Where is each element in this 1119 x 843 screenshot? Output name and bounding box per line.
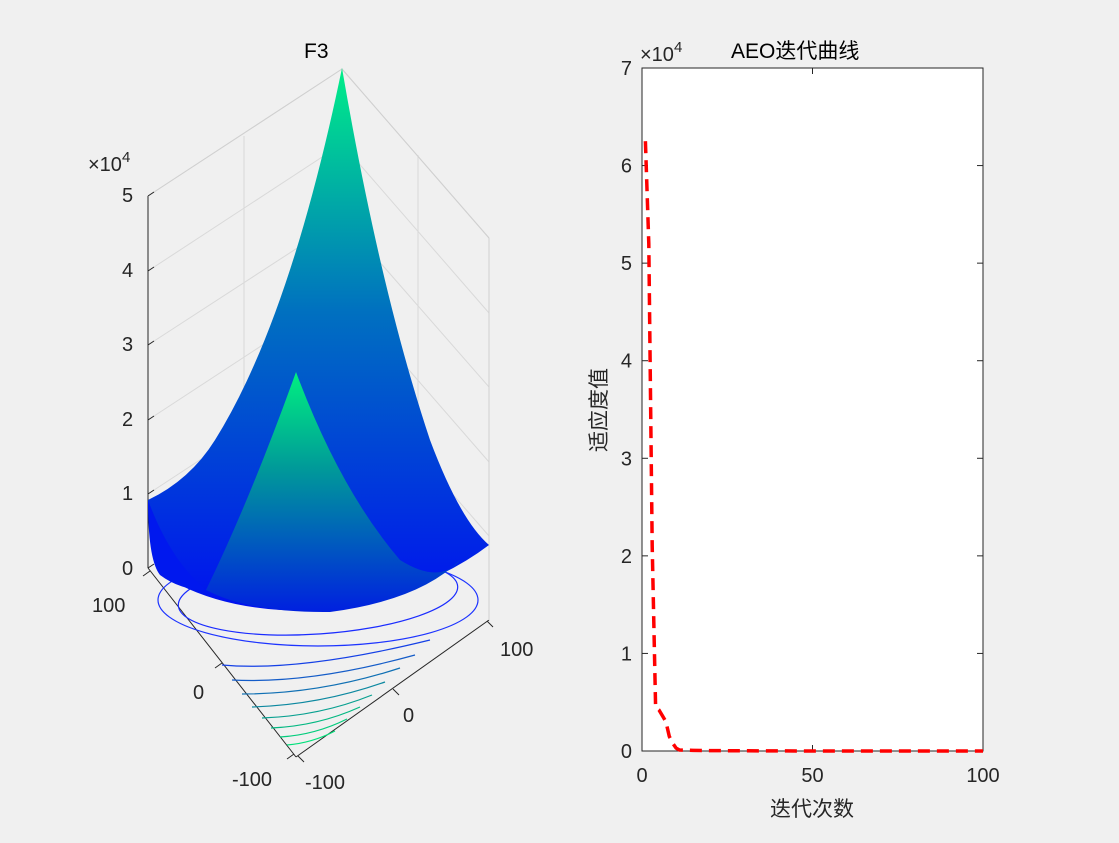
surface-z-exponent-power: 4 — [122, 149, 130, 166]
convergence-y-exponent-power: 4 — [674, 39, 682, 56]
surface-y-tick-neg100: -100 — [305, 772, 345, 794]
convergence-series — [643, 141, 983, 753]
surface-z-tick-2: 2 — [122, 409, 133, 431]
y-tick-label-4: 4 — [621, 351, 632, 373]
surface-z-tick-4: 4 — [122, 260, 133, 282]
surface-z-tick-1: 1 — [122, 483, 133, 505]
convergence-line-series-0 — [643, 141, 983, 753]
surface-y-tick-marks — [297, 620, 494, 763]
convergence-y-exponent-base: ×10 — [640, 44, 674, 66]
surface-sheet-front — [206, 372, 460, 613]
surface-y-tick-0: 0 — [403, 705, 414, 727]
surface-plot: 0 1 2 3 4 5 ×104 F3 100 0 -100 — [88, 40, 533, 794]
surface-y-tick-100: 100 — [500, 639, 533, 661]
surface-z-tick-0: 0 — [122, 558, 133, 580]
y-tick-label-2: 2 — [621, 546, 632, 568]
y-tick-label-5: 5 — [621, 253, 632, 275]
y-tick-label-7: 7 — [621, 58, 632, 80]
convergence-ylabel: 适应度值 — [587, 368, 611, 452]
surface-z-exponent: ×104 — [88, 149, 130, 176]
surface-x-tick-neg100: -100 — [232, 769, 272, 791]
x-tick-label-2: 100 — [966, 765, 999, 787]
convergence-tick-marks — [641, 67, 984, 752]
y-tick-label-3: 3 — [621, 448, 632, 470]
surface-x-tick-100: 100 — [92, 595, 125, 617]
x-tick-label-1: 50 — [801, 765, 823, 787]
y-tick-label-6: 6 — [621, 156, 632, 178]
surface-z-tick-3: 3 — [122, 334, 133, 356]
convergence-tick-labels: 0 1 2 3 4 5 6 7 0 50 100 — [621, 58, 1000, 787]
surface-shade — [148, 500, 206, 590]
convergence-y-exponent: ×104 — [640, 39, 682, 66]
convergence-axes-box — [641, 67, 984, 752]
surface-z-ticks — [147, 191, 155, 569]
convergence-xlabel: 迭代次数 — [770, 797, 854, 821]
surface-sheet-back — [148, 68, 489, 611]
surface-z-tick-5: 5 — [122, 185, 133, 207]
surface-box — [147, 68, 490, 758]
y-tick-label-0: 0 — [621, 741, 632, 763]
x-tick-label-0: 0 — [636, 765, 647, 787]
surface-title: F3 — [304, 40, 329, 63]
convergence-title: AEO迭代曲线 — [731, 40, 859, 63]
y-tick-label-1: 1 — [621, 643, 632, 665]
surface-x-tick-marks — [142, 570, 295, 760]
surface-z-exponent-base: ×10 — [88, 154, 122, 176]
surface-x-tick-0: 0 — [193, 682, 204, 704]
